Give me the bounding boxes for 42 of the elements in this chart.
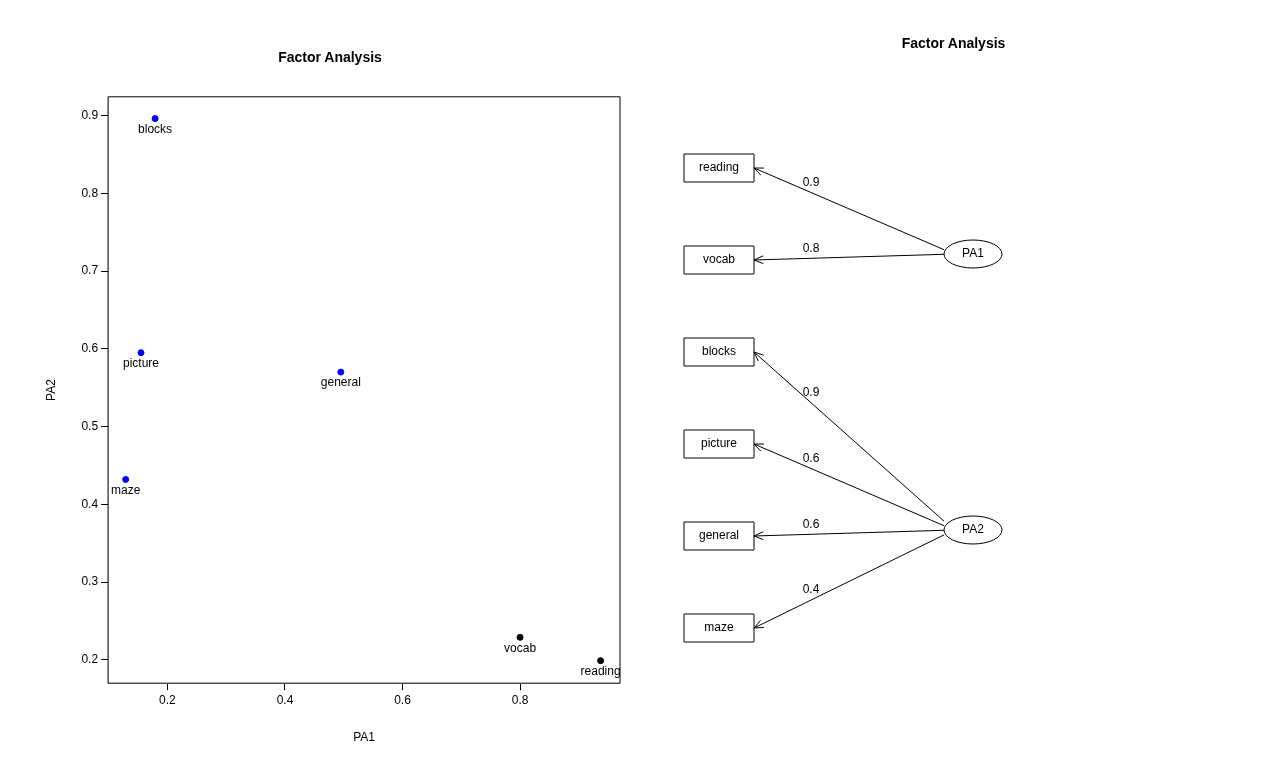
annotation: blocks [138, 121, 173, 136]
annotation: reading [580, 663, 621, 678]
legend-label: PA1 [962, 246, 985, 261]
data-label: 0.9 [802, 385, 820, 400]
category-label: blocks [701, 344, 737, 359]
category-label: general [698, 528, 740, 543]
legend-label: PA2 [962, 522, 985, 537]
x-tick-label: 0.8 [511, 692, 529, 707]
point [151, 115, 159, 123]
y-tick-label: 0.2 [81, 652, 99, 667]
data-label: 0.4 [802, 582, 820, 597]
category-label: maze [704, 620, 734, 635]
y-tick-label: 0.8 [81, 185, 99, 200]
category-label: vocab [702, 252, 736, 267]
annotation: maze [111, 482, 141, 497]
x-tick-label: 0.2 [159, 692, 177, 707]
annotation: vocab [504, 640, 537, 655]
data-label: 0.9 [802, 174, 820, 189]
chart-title: Factor Analysis [278, 49, 383, 66]
data-label: 0.6 [802, 450, 820, 465]
point [137, 349, 145, 357]
x-axis-title: PA1 [353, 730, 376, 745]
y-tick-label: 0.9 [81, 107, 99, 122]
category-label: reading [698, 160, 740, 175]
annotation: general [320, 375, 361, 390]
text: Factor Analysis [901, 35, 1006, 52]
point [597, 657, 605, 665]
y-tick-label: 0.4 [81, 496, 99, 511]
annotation: picture [122, 355, 160, 370]
y-axis-title: PA2 [43, 378, 58, 401]
data-label: 0.6 [802, 516, 820, 531]
y-tick-label: 0.6 [81, 341, 99, 356]
y-tick-label: 0.3 [81, 574, 99, 589]
category-label: picture [700, 436, 738, 451]
data-label: 0.8 [802, 240, 820, 255]
x-tick-label: 0.6 [394, 692, 412, 707]
y-tick-label: 0.7 [81, 263, 99, 278]
point [337, 368, 345, 376]
point [516, 633, 524, 641]
point [122, 475, 130, 483]
y-tick-label: 0.5 [81, 418, 99, 433]
x-tick-label: 0.4 [276, 692, 294, 707]
